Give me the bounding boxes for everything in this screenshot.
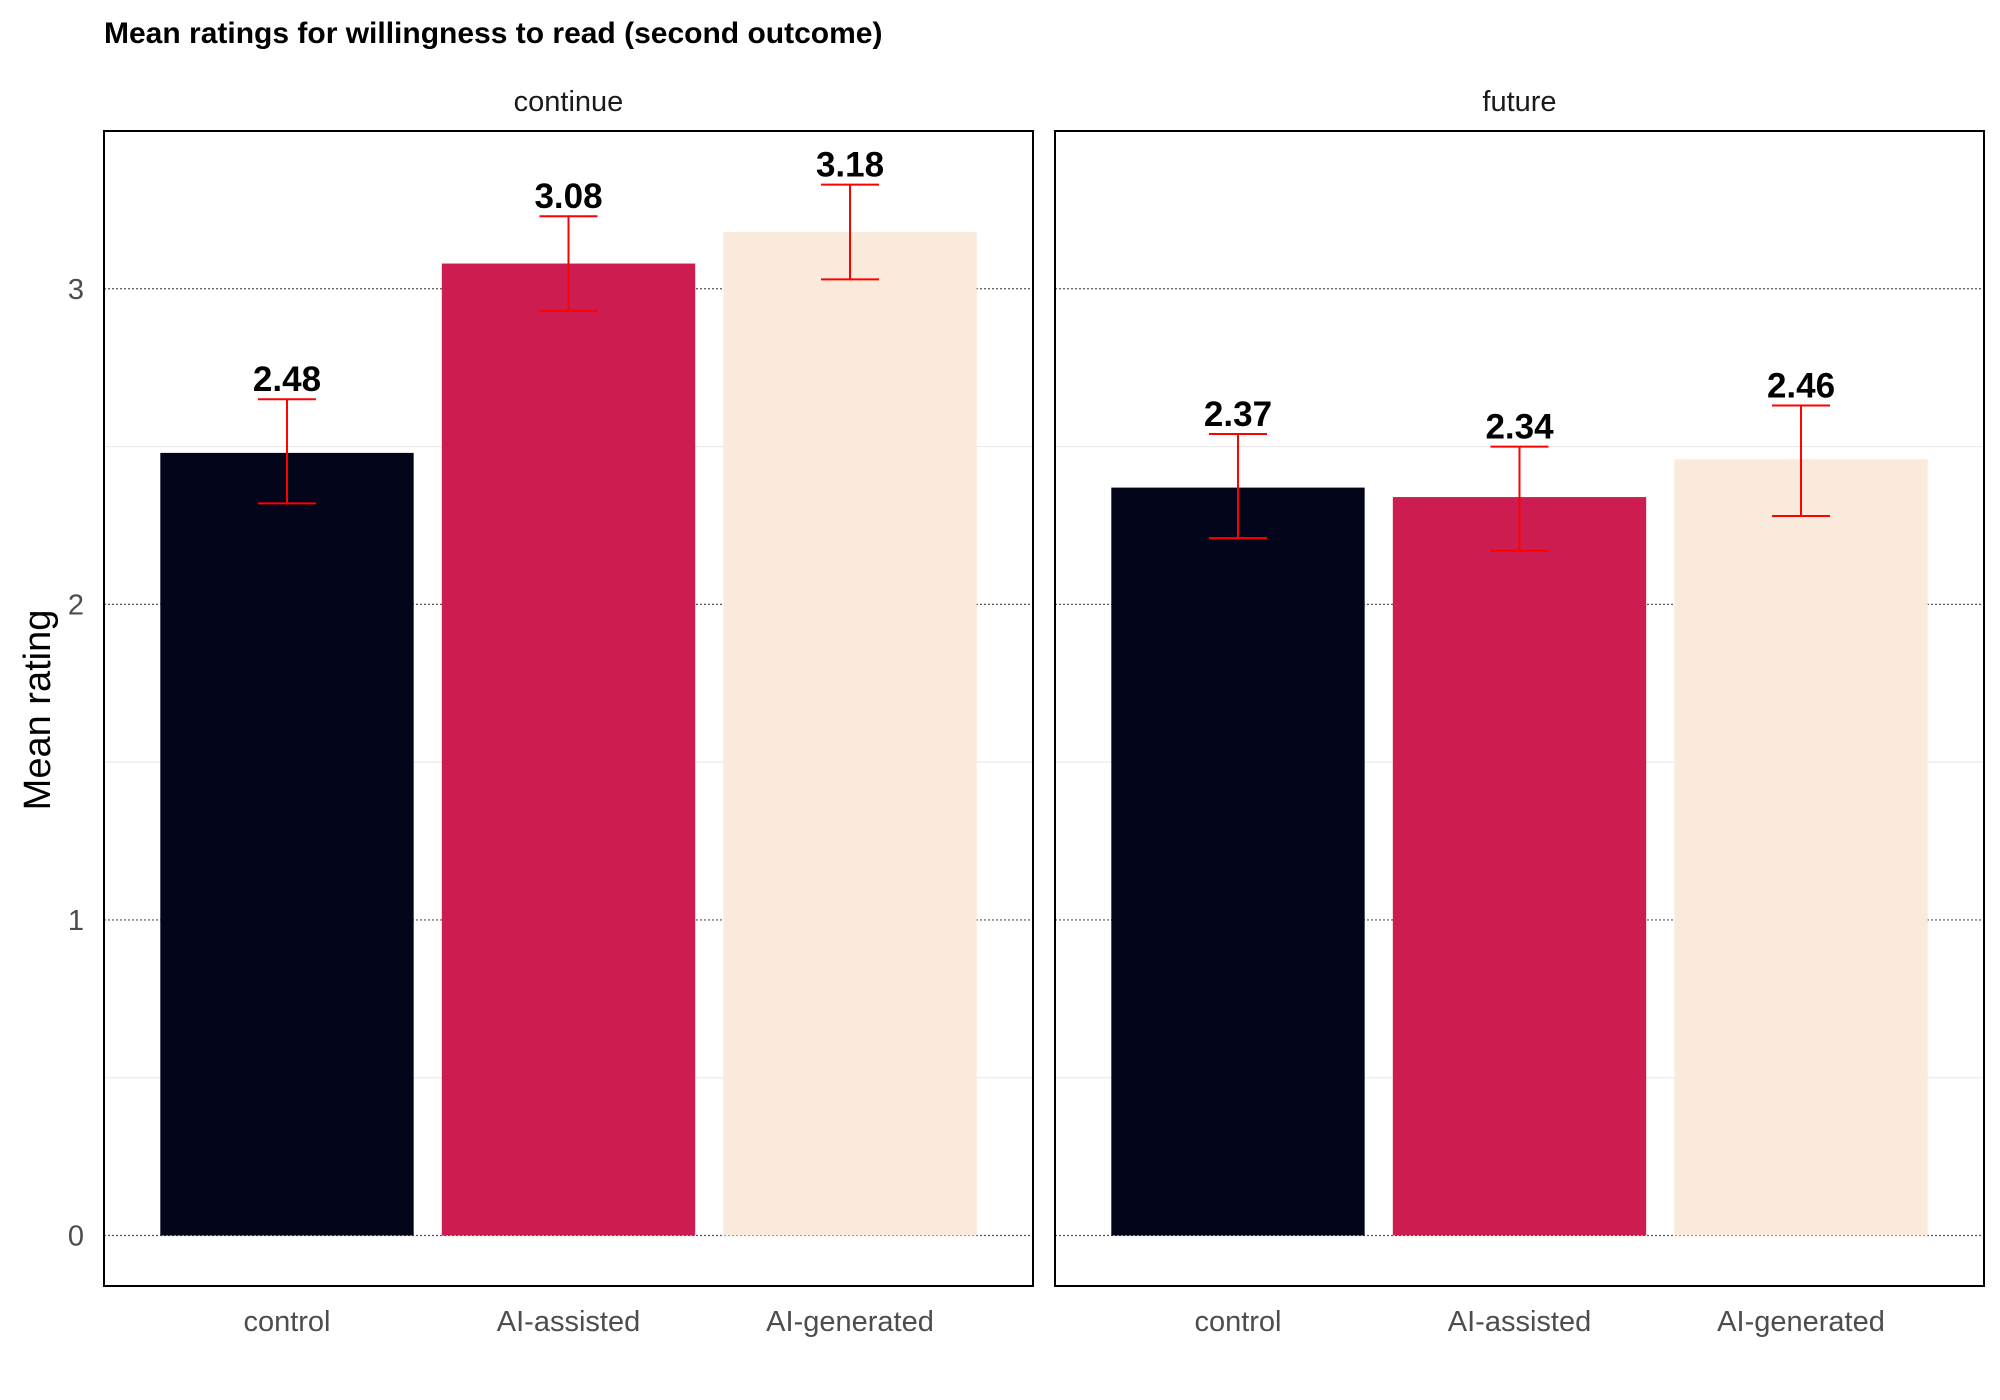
x-tick-label: AI-assisted xyxy=(1448,1306,1591,1338)
y-axis-label: Mean rating xyxy=(17,610,59,811)
data-label: 3.18 xyxy=(816,146,884,185)
error-bar xyxy=(539,215,598,312)
bar-control xyxy=(160,452,414,1236)
panel-future: future 2.37 2.34 2.46 control AI-assisted AI-g… xyxy=(1054,86,1985,1338)
error-bar xyxy=(821,183,880,281)
facet-strip-label: continue xyxy=(514,86,624,118)
facet-panels: 0 1 2 3 continue 2.48 3.08 3.18 control AI-assist… xyxy=(68,86,1985,1338)
facet-strip-label: future xyxy=(1482,86,1556,118)
panel-border xyxy=(103,130,1034,1287)
y-tick-label: 3 xyxy=(68,274,84,306)
error-bar xyxy=(257,398,316,505)
bar-AI-generated xyxy=(723,231,977,1236)
data-label: 2.48 xyxy=(253,360,321,399)
x-tick-label: AI-generated xyxy=(766,1306,934,1338)
x-tick-label: control xyxy=(243,1306,330,1338)
panel-border xyxy=(1054,130,1985,1287)
error-bar xyxy=(1208,432,1267,540)
bar-control xyxy=(1111,487,1365,1236)
y-tick-label: 2 xyxy=(68,589,84,621)
x-tick-label: AI-generated xyxy=(1717,1306,1885,1338)
data-label: 3.08 xyxy=(534,177,602,216)
chart-title: Mean ratings for willingness to read (se… xyxy=(104,17,882,50)
y-tick-label: 0 xyxy=(68,1221,84,1253)
panel-continue: continue 2.48 3.08 3.18 control AI-assisted AI… xyxy=(103,86,1034,1338)
y-tick-label: 1 xyxy=(68,905,84,937)
error-bar xyxy=(1490,445,1549,552)
bar-AI-assisted xyxy=(441,263,696,1236)
x-tick-label: control xyxy=(1194,1306,1281,1338)
bar-AI-assisted xyxy=(1392,497,1647,1236)
data-label: 2.34 xyxy=(1485,408,1554,447)
x-tick-label: AI-assisted xyxy=(497,1306,640,1338)
error-bar xyxy=(1772,404,1831,517)
data-label: 2.37 xyxy=(1204,395,1272,434)
bar-AI-generated xyxy=(1674,459,1928,1236)
data-label: 2.46 xyxy=(1767,367,1835,406)
